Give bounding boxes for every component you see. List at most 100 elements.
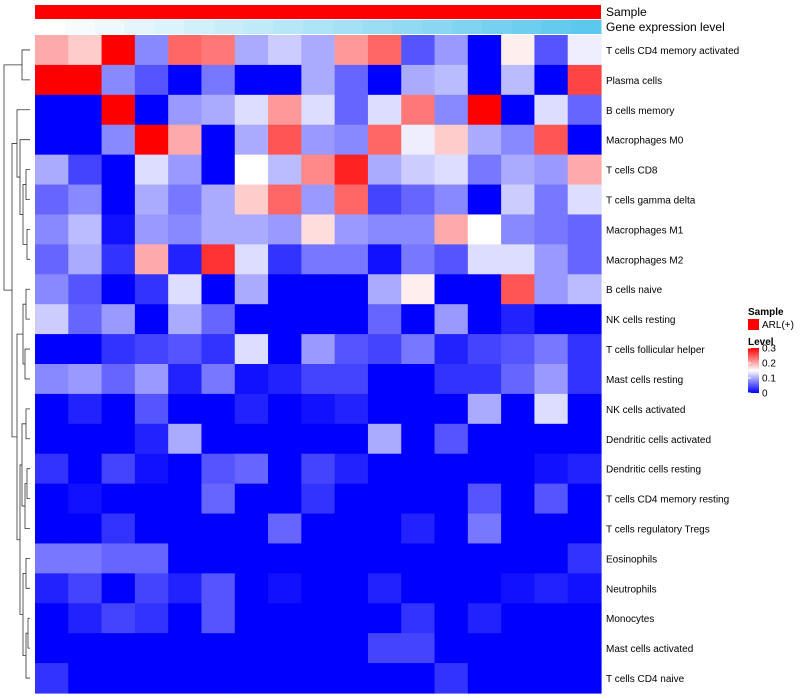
heatmap-cell	[534, 184, 569, 216]
heatmap-cell	[534, 633, 569, 664]
heatmap-cell	[168, 603, 203, 634]
row-label: B cells memory	[606, 106, 674, 117]
heatmap-cell	[534, 573, 569, 604]
heatmap-cell	[367, 334, 402, 365]
heatmap-cell	[534, 244, 569, 275]
heatmap-cell	[268, 453, 302, 485]
heatmap-cell	[334, 214, 369, 245]
heatmap-cell	[301, 663, 336, 694]
heatmap-cell	[234, 393, 269, 425]
heatmap-cell	[201, 214, 236, 245]
heatmap-cell	[68, 124, 103, 156]
heatmap-cell	[434, 423, 469, 455]
heatmap-cell	[467, 633, 502, 664]
heatmap-cell	[434, 633, 469, 664]
heatmap-cell	[301, 244, 336, 275]
heatmap-cell	[101, 154, 136, 186]
dendrogram-branch	[19, 464, 23, 615]
heatmap-cell	[101, 334, 136, 365]
heatmap-cell	[534, 64, 569, 96]
dendrogram-branch	[25, 408, 30, 440]
heatmap-cell	[334, 663, 369, 694]
heatmap-cell	[134, 573, 169, 604]
heatmap-cell	[467, 513, 502, 545]
heatmap-cell	[234, 483, 269, 515]
heatmap-cell	[201, 64, 236, 96]
dendrogram-branch	[24, 483, 30, 529]
heatmap-cell	[501, 184, 536, 216]
heatmap-cell	[534, 304, 569, 335]
heatmap-cell	[101, 214, 136, 245]
legend: Sample ARL(+) Level 0.3 0.2 0.1 0	[748, 307, 794, 400]
heatmap-cell	[534, 124, 569, 156]
row-label: T cells CD4 memory resting	[606, 495, 729, 506]
heatmap-cell	[134, 35, 169, 66]
heatmap-cell	[534, 94, 569, 126]
expression-annotation-segment	[154, 20, 185, 34]
heatmap-cell	[567, 364, 602, 395]
heatmap-cell	[201, 124, 236, 156]
heatmap-cell	[334, 124, 369, 156]
dendrogram-branch	[11, 143, 17, 438]
heatmap-cell	[268, 244, 302, 275]
heatmap-cell	[134, 633, 169, 664]
heatmap-cell	[434, 543, 469, 574]
row-dendrogram	[3, 49, 30, 679]
expression-annotation-segment	[303, 20, 334, 34]
heatmap-cell	[35, 453, 69, 485]
heatmap-cell	[501, 64, 536, 96]
heatmap-cell	[268, 214, 302, 245]
heatmap-cell	[401, 543, 436, 574]
heatmap-cell	[301, 633, 336, 664]
heatmap-cell	[501, 483, 536, 515]
heatmap-cell	[201, 543, 236, 574]
heatmap-cell	[334, 94, 369, 126]
heatmap-cell	[35, 154, 69, 186]
heatmap-cell	[367, 274, 402, 305]
heatmap-cell	[201, 274, 236, 305]
dendrogram-branch	[25, 288, 30, 320]
heatmap-cell	[68, 423, 103, 455]
heatmap-cell	[301, 573, 336, 604]
heatmap-cell	[35, 334, 69, 365]
heatmap-cell	[201, 663, 236, 694]
heatmap-cell	[467, 334, 502, 365]
heatmap-cell	[334, 244, 369, 275]
heatmap-cell	[301, 513, 336, 545]
heatmap-cell	[201, 244, 236, 275]
heatmap-cell	[168, 573, 203, 604]
heatmap-cell	[134, 64, 169, 96]
heatmap-cell	[101, 513, 136, 545]
heatmap-cell	[168, 184, 203, 216]
heatmap-cell	[534, 483, 569, 515]
heatmap-cell	[201, 184, 236, 216]
level-ticks: 0.3 0.2 0.1 0	[748, 344, 776, 400]
heatmap-cell	[501, 94, 536, 126]
heatmap-cell	[168, 334, 203, 365]
heatmap-cell	[501, 274, 536, 305]
heatmap-cell	[401, 184, 436, 216]
heatmap-cell	[168, 154, 203, 186]
heatmap-cell	[534, 393, 569, 425]
heatmap-cell	[467, 663, 502, 694]
heatmap-cell	[168, 483, 203, 515]
heatmap-cell	[501, 633, 536, 664]
heatmap-cell	[234, 35, 269, 66]
heatmap-cell	[168, 393, 203, 425]
heatmap-cell	[68, 214, 103, 245]
dendrogram-branch	[24, 348, 30, 380]
heatmap-cell	[234, 364, 269, 395]
heatmap-cell	[434, 124, 469, 156]
heatmap-cell	[401, 633, 436, 664]
dendrogram-branch	[25, 169, 30, 200]
heatmap-cell	[401, 244, 436, 275]
row-label: Plasma cells	[606, 76, 662, 87]
heatmap-cell	[101, 94, 136, 126]
expression-annotation-segment	[124, 20, 155, 34]
row-label: Dendritic cells activated	[606, 435, 711, 446]
heatmap-cell	[168, 124, 203, 156]
heatmap-cell	[467, 573, 502, 604]
heatmap-cell	[501, 334, 536, 365]
heatmap-cell	[401, 513, 436, 545]
expression-annotation-segment	[35, 20, 66, 34]
